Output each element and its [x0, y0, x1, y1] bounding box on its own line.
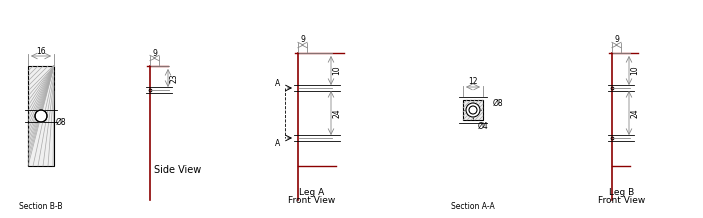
Text: 23: 23	[169, 73, 179, 83]
Text: 16: 16	[36, 46, 46, 56]
Text: Section A-A: Section A-A	[451, 201, 495, 211]
Text: 24: 24	[333, 108, 342, 118]
Text: 9: 9	[300, 36, 305, 44]
Text: Side View: Side View	[155, 165, 202, 175]
Text: 10: 10	[631, 66, 640, 75]
Text: Front View: Front View	[598, 196, 645, 204]
Bar	[463, 100, 483, 120]
Text: 9: 9	[614, 36, 619, 44]
Circle shape	[466, 103, 480, 117]
Bar	[28, 66, 54, 166]
Text: Front View: Front View	[288, 196, 335, 204]
Text: 10: 10	[333, 66, 342, 75]
Text: Leg A: Leg A	[299, 187, 325, 196]
Text: 12: 12	[468, 78, 478, 87]
Text: Ø8: Ø8	[493, 99, 503, 107]
Text: Ø4: Ø4	[478, 121, 489, 131]
Text: A: A	[276, 78, 280, 87]
Text: 9: 9	[152, 48, 157, 58]
Text: 24: 24	[631, 108, 640, 118]
Text: A: A	[276, 138, 280, 148]
Text: Ø8: Ø8	[56, 118, 67, 126]
Text: Section B-B: Section B-B	[19, 201, 63, 211]
Text: Leg B: Leg B	[610, 187, 635, 196]
Circle shape	[35, 110, 47, 122]
